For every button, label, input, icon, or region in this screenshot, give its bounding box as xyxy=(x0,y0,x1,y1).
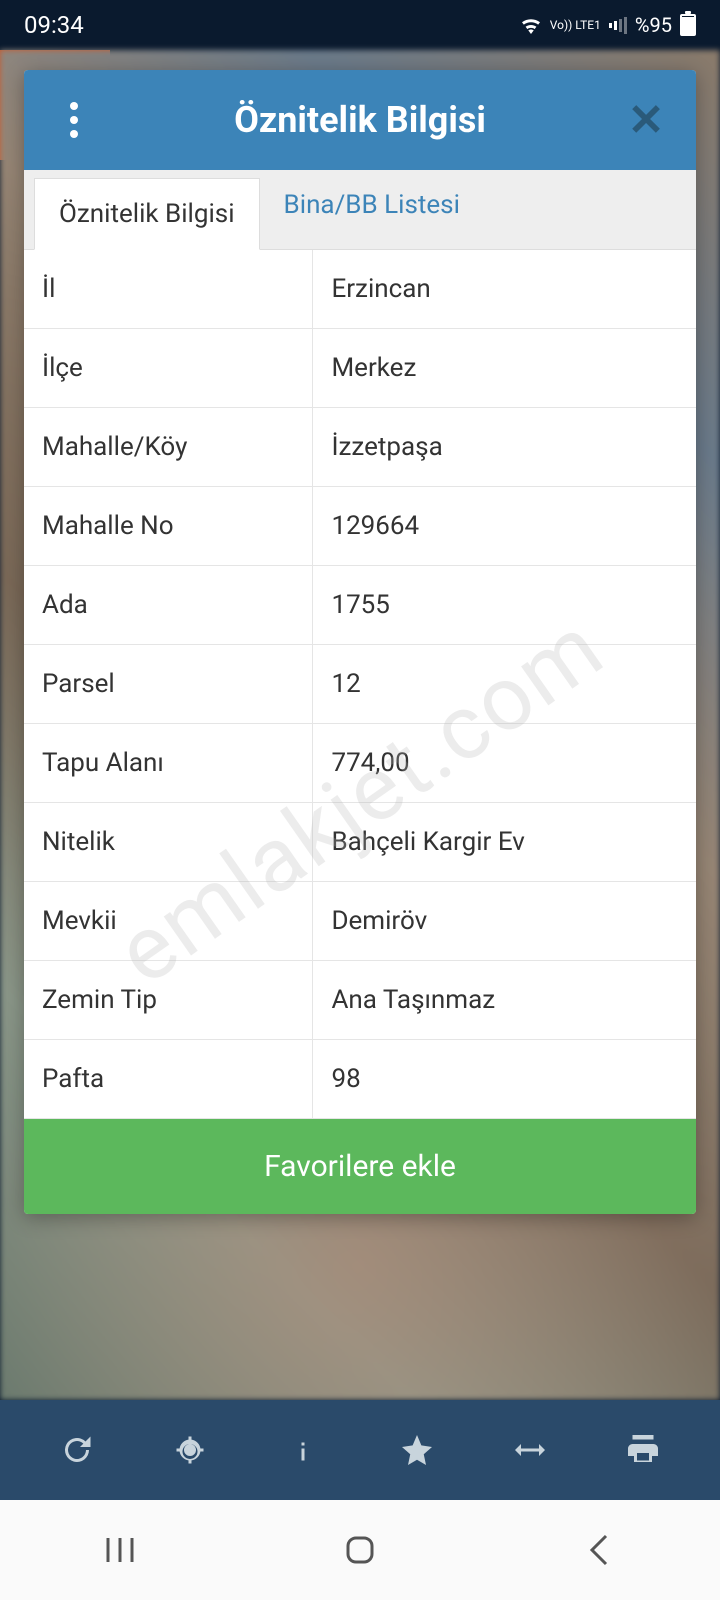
row-value: 774,00 xyxy=(313,724,696,803)
row-label: Nitelik xyxy=(24,803,313,882)
table-row: NitelikBahçeli Kargir Ev xyxy=(24,803,696,882)
table-row: Parsel12 xyxy=(24,645,696,724)
map-toolbar xyxy=(0,1400,720,1500)
table-row: Tapu Alanı774,00 xyxy=(24,724,696,803)
row-label: Ada xyxy=(24,566,313,645)
status-bar: 09:34 Vo)) LTE1 %95 xyxy=(0,0,720,50)
locate-icon[interactable] xyxy=(165,1425,215,1475)
row-value: 129664 xyxy=(313,487,696,566)
status-icons: Vo)) LTE1 %95 xyxy=(520,13,696,37)
battery-pct: %95 xyxy=(635,13,672,37)
row-label: İlçe xyxy=(24,329,313,408)
row-value: 12 xyxy=(313,645,696,724)
row-value: Bahçeli Kargir Ev xyxy=(313,803,696,882)
refresh-icon[interactable] xyxy=(52,1425,102,1475)
dialog-menu-button[interactable] xyxy=(54,102,94,138)
network-label: Vo)) LTE1 xyxy=(550,19,601,31)
status-time: 09:34 xyxy=(24,11,84,39)
table-row: Zemin TipAna Taşınmaz xyxy=(24,961,696,1040)
table-row: Mahalle/Köyİzzetpaşa xyxy=(24,408,696,487)
row-value: Erzincan xyxy=(313,250,696,329)
row-value: İzzetpaşa xyxy=(313,408,696,487)
table-row: İlçeMerkez xyxy=(24,329,696,408)
table-row: MevkiiDemiröv xyxy=(24,882,696,961)
row-label: Tapu Alanı xyxy=(24,724,313,803)
dialog-tabs: Öznitelik Bilgisi Bina/BB Listesi xyxy=(24,170,696,250)
info-icon[interactable] xyxy=(278,1425,328,1475)
attribute-table: İlErzincanİlçeMerkezMahalle/Köyİzzetpaşa… xyxy=(24,250,696,1119)
row-value: 98 xyxy=(313,1040,696,1119)
dialog-header: Öznitelik Bilgisi ✕ xyxy=(24,70,696,170)
table-row: Ada1755 xyxy=(24,566,696,645)
measure-icon[interactable] xyxy=(505,1425,555,1475)
table-row: İlErzincan xyxy=(24,250,696,329)
row-value: Demiröv xyxy=(313,882,696,961)
close-icon[interactable]: ✕ xyxy=(626,98,666,142)
row-label: Mevkii xyxy=(24,882,313,961)
battery-icon xyxy=(680,14,696,36)
dialog-title: Öznitelik Bilgisi xyxy=(94,99,626,141)
row-value: Merkez xyxy=(313,329,696,408)
tab-attributes[interactable]: Öznitelik Bilgisi xyxy=(34,178,260,250)
wifi-icon xyxy=(520,16,542,34)
back-button[interactable] xyxy=(580,1530,620,1570)
recent-apps-button[interactable] xyxy=(100,1530,140,1570)
home-button[interactable] xyxy=(340,1530,380,1570)
android-nav-bar xyxy=(0,1500,720,1600)
add-favorites-button[interactable]: Favorilere ekle xyxy=(24,1119,696,1214)
tab-building-list[interactable]: Bina/BB Listesi xyxy=(260,170,484,249)
row-label: Mahalle No xyxy=(24,487,313,566)
table-row: Mahalle No129664 xyxy=(24,487,696,566)
row-label: Parsel xyxy=(24,645,313,724)
row-value: 1755 xyxy=(313,566,696,645)
table-row: Pafta98 xyxy=(24,1040,696,1119)
row-label: İl xyxy=(24,250,313,329)
row-value: Ana Taşınmaz xyxy=(313,961,696,1040)
row-label: Zemin Tip xyxy=(24,961,313,1040)
print-icon[interactable] xyxy=(618,1425,668,1475)
row-label: Pafta xyxy=(24,1040,313,1119)
attribute-dialog: Öznitelik Bilgisi ✕ Öznitelik Bilgisi Bi… xyxy=(24,70,696,1214)
star-icon[interactable] xyxy=(392,1425,442,1475)
row-label: Mahalle/Köy xyxy=(24,408,313,487)
signal-icon xyxy=(609,16,627,34)
